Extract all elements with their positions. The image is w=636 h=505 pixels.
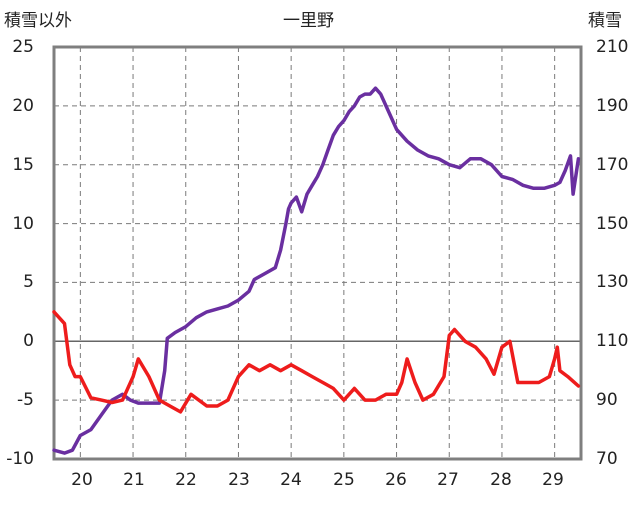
left-tick-label: 5 bbox=[23, 272, 34, 292]
left-tick-label: 15 bbox=[12, 155, 34, 175]
plot-frame bbox=[52, 45, 583, 461]
x-tick-label: 29 bbox=[542, 470, 564, 490]
right-tick-label: 70 bbox=[596, 449, 618, 469]
right-axis-title: 積雪 bbox=[588, 11, 622, 31]
x-tick-label: 28 bbox=[490, 470, 512, 490]
left-tick-label: 0 bbox=[23, 331, 34, 351]
chart-title: 一里野 bbox=[283, 11, 334, 31]
x-tick-label: 22 bbox=[175, 470, 197, 490]
series-line-snow-depth bbox=[52, 86, 581, 455]
right-tick-label: 110 bbox=[596, 331, 629, 351]
left-tick-label: 20 bbox=[12, 96, 34, 116]
x-tick-label: 26 bbox=[385, 470, 407, 490]
x-tick-label: 25 bbox=[333, 470, 355, 490]
left-tick-label: 25 bbox=[12, 37, 34, 57]
left-tick-label: -10 bbox=[6, 449, 34, 469]
left-tick-label: -5 bbox=[17, 390, 34, 410]
x-tick-label: 20 bbox=[71, 470, 93, 490]
right-tick-label: 90 bbox=[596, 390, 618, 410]
right-tick-label: 150 bbox=[596, 214, 629, 234]
x-tick-label: 27 bbox=[437, 470, 459, 490]
x-tick-label: 23 bbox=[228, 470, 250, 490]
right-tick-label: 170 bbox=[596, 155, 629, 175]
right-tick-label: 130 bbox=[596, 272, 629, 292]
x-tick-label: 21 bbox=[123, 470, 145, 490]
x-tick-label: 24 bbox=[280, 470, 302, 490]
right-tick-label: 210 bbox=[596, 37, 629, 57]
left-tick-label: 10 bbox=[12, 214, 34, 234]
right-tick-label: 190 bbox=[596, 96, 629, 116]
series-line-other bbox=[52, 310, 581, 414]
left-axis-title: 積雪以外 bbox=[4, 11, 72, 31]
